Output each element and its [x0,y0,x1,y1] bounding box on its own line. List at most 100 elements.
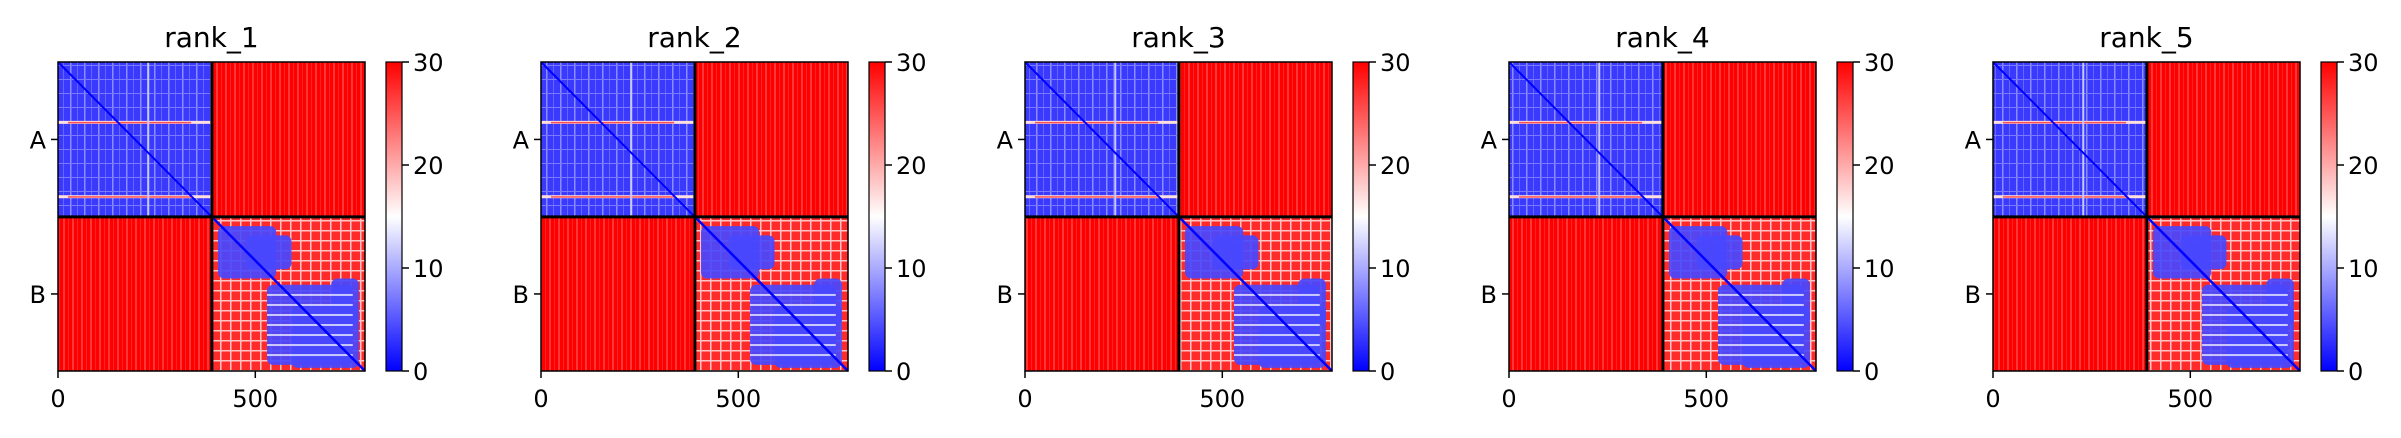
panel-title: rank_4 [1615,21,1709,54]
colorbar-tick-label: 20 [413,152,444,180]
colorbar-tick-label: 0 [2348,358,2363,386]
chain-b-domain-blob [1696,235,1743,270]
colorbar-tick-label: 10 [1864,255,1895,283]
chain-a-row-streak-red [1035,121,1159,124]
heatmap-panel-5: rank_5 A B 0 500 0 10 20 30 [1965,21,2379,413]
x-tick-label: 0 [1985,385,2000,413]
x-tick-label: 0 [533,385,548,413]
chain-a-col-streak [630,62,633,217]
diagonal-chain-b [694,216,849,372]
chain-b-row-streak [2202,344,2288,347]
block-chain-a-b [2146,62,2300,217]
chain-b-row-streak [1718,293,1804,296]
chain-b-row-streak [1718,303,1804,306]
x-tick-label: 500 [2167,385,2213,413]
chain-a-row-streak-red [551,121,675,124]
colorbar [1352,61,1370,372]
colorbar [868,61,886,372]
colorbar-tick-label: 20 [2348,152,2379,180]
colorbar-tick-label: 0 [1864,358,1879,386]
heatmap-panel-2: rank_2 A B 0 500 0 10 20 30 [513,21,927,413]
colorbar-tick-label: 10 [413,255,444,283]
chain-b-row-streak [1718,344,1804,347]
block-chain-a-b [211,62,365,217]
colorbar-tick-label: 0 [1380,358,1395,386]
chain-b-domain-blob [2180,235,2227,270]
x-tick-label: 500 [1199,385,1245,413]
block-chain-b-a [541,216,695,371]
y-tick-label: A [513,126,530,154]
chain-a-col-streak [1598,62,1601,217]
chain-a-row-streak-red [2003,121,2127,124]
chain-b-row-streak [750,344,836,347]
chain-b-row-streak [750,293,836,296]
heatmap-frame [57,61,366,372]
chain-b-row-streak [1234,323,1320,326]
colorbar-tick-label: 30 [2348,49,2379,77]
chain-a-row-streak-red [2003,196,2127,198]
diagonal-chain-b [1662,216,1817,372]
diagonal-chain-a [540,61,696,218]
chain-b-row-streak [267,323,353,326]
chain-b-domain-blob [1212,235,1259,270]
heatmap-frame [1508,61,1817,372]
panel-title: rank_3 [1131,21,1225,54]
y-tick-label: B [30,281,46,309]
chain-b-row-streak [2202,354,2288,357]
chain-b-row-streak [2202,323,2288,326]
y-tick-label: B [1481,281,1497,309]
colorbar-tick-label: 30 [1380,49,1411,77]
panel-title: rank_5 [2099,21,2193,54]
chain-a-row-streak-red [1519,121,1643,124]
block-chain-b-a [1993,216,2147,371]
chain-a-row-streak-red [551,196,675,198]
chain-a-col-streak [2082,62,2085,217]
colorbar-tick-label: 30 [413,49,444,77]
x-tick-label: 0 [1501,385,1516,413]
colorbar-tick-label: 10 [2348,255,2379,283]
chain-b-domain-blob [245,235,292,270]
chain-b-row-streak [750,334,836,337]
colorbar-tick-label: 10 [1380,255,1411,283]
chain-b-row-streak [1234,354,1320,357]
colorbar-tick-label: 30 [896,49,927,77]
y-tick-label: B [997,281,1013,309]
chain-b-row-streak [267,344,353,347]
chain-b-domain-blob [331,278,359,325]
heatmap-panel-4: rank_4 A B 0 500 0 10 20 30 [1481,21,1895,413]
y-tick-label: A [997,126,1014,154]
chain-b-row-streak [2202,293,2288,296]
heatmap-frame [1992,61,2301,372]
y-tick-label: B [513,281,529,309]
heatmap-panel-3: rank_3 A B 0 500 0 10 20 30 [997,21,1411,413]
chain-b-row-streak [267,334,353,337]
heatmap-frame [1024,61,1333,372]
chain-b-row-streak [750,354,836,357]
chain-a-row-streak-red [68,121,192,124]
y-tick-label: A [30,126,47,154]
chain-a-col-streak [1114,62,1117,217]
block-chain-a-b [1178,62,1332,217]
block-chain-a-b [694,62,848,217]
diagonal-chain-a [57,61,213,218]
chain-b-row-streak [750,323,836,326]
diagonal-chain-a [1508,61,1664,218]
y-tick-label: A [1481,126,1498,154]
heatmap-frame [540,61,849,372]
chain-b-domain-blob [1782,278,1810,325]
chain-b-domain-blob [1298,278,1326,325]
chain-b-domain-blob [2266,278,2294,325]
block-chain-b-a [1509,216,1663,371]
colorbar [1836,61,1854,372]
block-chain-b-a [1025,216,1179,371]
x-tick-label: 0 [1017,385,1032,413]
chain-b-row-streak [1234,344,1320,347]
x-tick-label: 500 [232,385,278,413]
panel-title: rank_2 [647,21,741,54]
chain-b-row-streak [267,303,353,306]
diagonal-chain-b [2146,216,2301,372]
diagonal-chain-b [1178,216,1333,372]
y-tick-label: B [1965,281,1981,309]
colorbar-tick-label: 10 [896,255,927,283]
